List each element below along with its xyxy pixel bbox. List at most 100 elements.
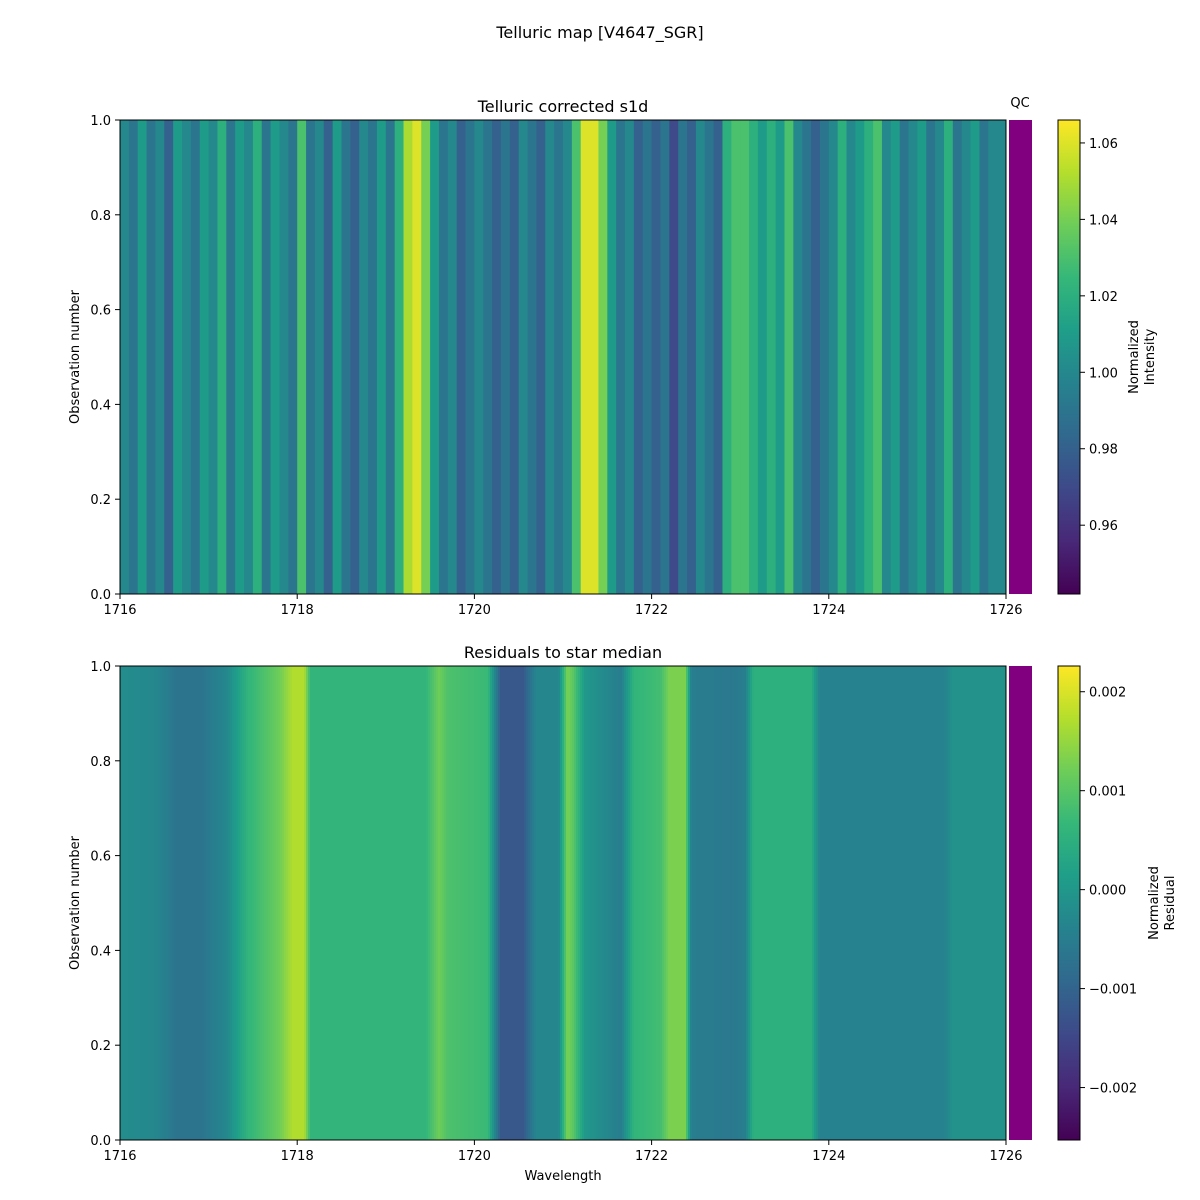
heatmap-column xyxy=(490,666,493,1140)
heatmap-column xyxy=(232,666,235,1140)
heatmap-column xyxy=(625,120,635,594)
heatmap-column xyxy=(322,666,325,1140)
heatmap-column xyxy=(268,666,271,1140)
heatmap-column xyxy=(132,666,135,1140)
heatmap-column xyxy=(806,666,809,1140)
heatmap-column xyxy=(440,666,443,1140)
x-tick-label: 1716 xyxy=(103,603,136,618)
heatmap-column xyxy=(846,120,856,594)
heatmap-column xyxy=(502,666,505,1140)
heatmap-column xyxy=(948,666,951,1140)
heatmap-column xyxy=(354,666,357,1140)
heatmap-column xyxy=(596,666,599,1140)
heatmap-column xyxy=(270,120,280,594)
heatmap-column xyxy=(134,666,137,1140)
heatmap-column xyxy=(644,666,647,1140)
heatmap-column xyxy=(252,120,263,594)
heatmap-column xyxy=(308,666,311,1140)
heatmap-column xyxy=(662,666,665,1140)
heatmap-column xyxy=(872,666,875,1140)
heatmap-column xyxy=(828,666,831,1140)
heatmap-column xyxy=(382,666,385,1140)
x-tick-label: 1726 xyxy=(989,1149,1022,1164)
heatmap-column xyxy=(774,666,777,1140)
heatmap-column xyxy=(272,666,275,1140)
heatmap-column xyxy=(370,666,373,1140)
heatmap-column xyxy=(509,120,520,594)
heatmap-column xyxy=(202,666,205,1140)
heatmap-column xyxy=(126,666,129,1140)
heatmap-column xyxy=(542,666,545,1140)
heatmap-column xyxy=(484,666,487,1140)
heatmap-column xyxy=(420,666,423,1140)
heatmap-column xyxy=(332,666,335,1140)
axes-title: Residuals to star median xyxy=(464,643,662,662)
heatmap-column xyxy=(478,666,481,1140)
heatmap-column xyxy=(444,666,447,1140)
heatmap-column xyxy=(346,666,349,1140)
heatmap-column xyxy=(848,666,851,1140)
heatmap-column xyxy=(636,666,639,1140)
heatmap-column xyxy=(414,666,417,1140)
heatmap-column xyxy=(244,120,254,594)
heatmap-column xyxy=(465,120,475,594)
heatmap-column xyxy=(858,666,861,1140)
heatmap-column xyxy=(264,666,267,1140)
qc-bar xyxy=(1009,120,1032,594)
heatmap-column xyxy=(492,120,502,594)
heatmap-column xyxy=(713,120,723,594)
heatmap-column xyxy=(668,666,671,1140)
heatmap-column xyxy=(652,666,655,1140)
heatmap-column xyxy=(572,666,575,1140)
heatmap-column xyxy=(680,666,683,1140)
heatmap xyxy=(120,666,1007,1140)
heatmap-column xyxy=(492,666,495,1140)
y-tick-label: 0.2 xyxy=(90,493,111,508)
heatmap-column xyxy=(406,666,409,1140)
heatmap-column xyxy=(588,666,591,1140)
heatmap-column xyxy=(235,120,245,594)
heatmap-column xyxy=(252,666,255,1140)
heatmap-column xyxy=(294,666,297,1140)
heatmap-column xyxy=(676,666,679,1140)
heatmap-column xyxy=(846,666,849,1140)
heatmap-column xyxy=(694,666,697,1140)
y-axis-label: Observation number xyxy=(68,835,83,970)
y-tick-label: 1.0 xyxy=(90,114,111,129)
heatmap-column xyxy=(564,666,567,1140)
heatmap-column xyxy=(260,666,263,1140)
heatmap-column xyxy=(374,666,377,1140)
heatmap-column xyxy=(881,120,892,594)
heatmap-column xyxy=(844,666,847,1140)
heatmap-column xyxy=(466,666,469,1140)
heatmap-column xyxy=(632,666,635,1140)
heatmap-column xyxy=(412,120,422,594)
y-tick-label: 0.0 xyxy=(90,1134,111,1149)
heatmap-column xyxy=(128,120,139,594)
x-tick-label: 1722 xyxy=(635,603,668,618)
heatmap-column xyxy=(488,666,491,1140)
heatmap-column xyxy=(516,666,519,1140)
heatmap-column xyxy=(173,120,183,594)
heatmap-column xyxy=(190,666,193,1140)
heatmap-column xyxy=(666,666,669,1140)
heatmap-column xyxy=(914,666,917,1140)
heatmap-column xyxy=(438,120,449,594)
heatmap-column xyxy=(290,666,293,1140)
heatmap-column xyxy=(412,666,415,1140)
heatmap-column xyxy=(678,120,688,594)
heatmap-column xyxy=(514,666,517,1140)
heatmap-column xyxy=(160,666,163,1140)
heatmap-column xyxy=(970,666,973,1140)
heatmap-column xyxy=(607,120,617,594)
colorbar-label: Intensity xyxy=(1143,328,1158,385)
heatmap-column xyxy=(152,666,155,1140)
heatmap-column xyxy=(376,120,387,594)
heatmap-column xyxy=(712,666,715,1140)
heatmap-column xyxy=(576,666,579,1140)
heatmap-column xyxy=(816,666,819,1140)
heatmap-column xyxy=(120,666,123,1140)
heatmap-column xyxy=(182,666,185,1140)
heatmap-column xyxy=(718,666,721,1140)
heatmap-column xyxy=(978,666,981,1140)
